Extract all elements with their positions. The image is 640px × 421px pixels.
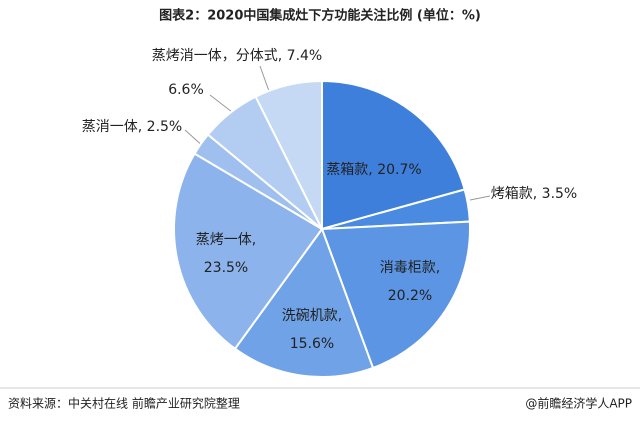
data-label: 15.6% (290, 336, 334, 352)
chart-title: 图表2：2020中国集成灶下方功能关注比例 (单位：%) (159, 8, 481, 24)
data-label: 蒸烤一体, (196, 232, 256, 248)
data-label: 23.5% (204, 260, 248, 276)
pie-slice (173, 152, 324, 351)
data-label: 烤箱款, 3.5% (491, 186, 577, 202)
data-label: 蒸烤消一体，分体式, 7.4% (152, 48, 322, 64)
data-label: 洗碗机款, (282, 308, 342, 324)
pie-slice (320, 220, 471, 370)
source: 资料来源：中关村在线 前瞻产业研究院整理 (8, 396, 240, 411)
pie-slice (254, 79, 323, 230)
leader-lines (184, 65, 491, 201)
data-label: 6.6% (168, 82, 204, 98)
leader-line (209, 94, 233, 113)
leader-line (469, 195, 491, 201)
data-label: 消毒柜款, (380, 260, 440, 276)
leader-line (259, 65, 271, 95)
data-label: 蒸箱款, 20.7% (326, 162, 421, 178)
pie-slice (321, 79, 466, 231)
pie-slice (233, 226, 375, 378)
credit: @前瞻经济学人APP (525, 396, 632, 411)
data-label: 20.2% (388, 288, 432, 304)
data-label: 蒸消一体, 2.5% (82, 119, 182, 135)
